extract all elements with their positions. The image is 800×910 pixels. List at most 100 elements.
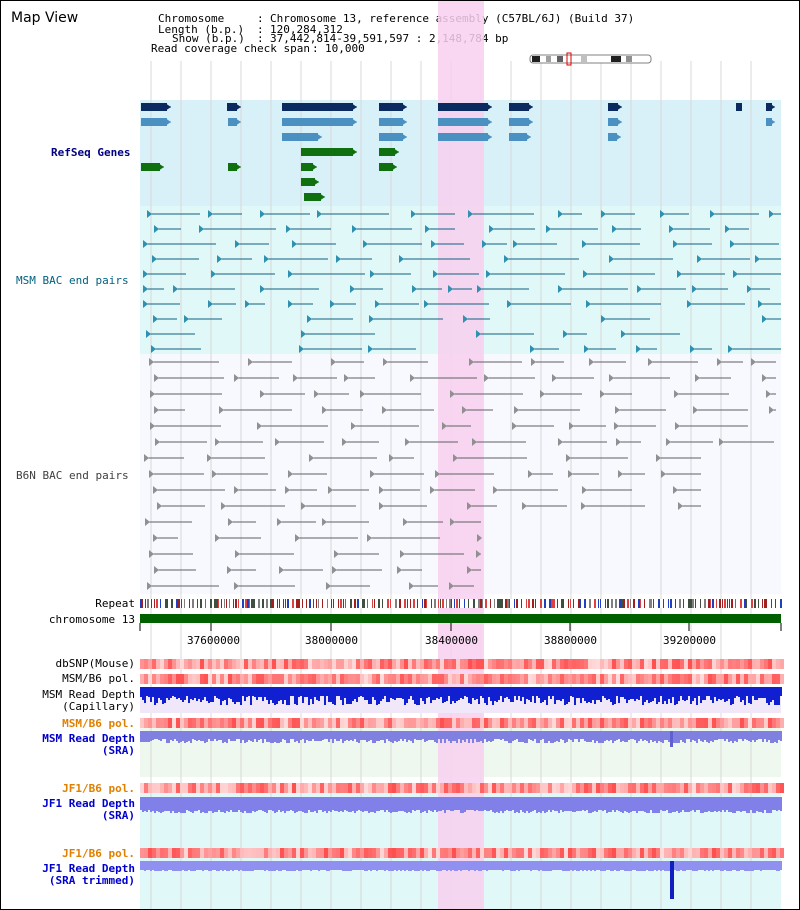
jf1-trim-depth-bar: [494, 861, 496, 870]
jf1-b6-pol2-strip: [336, 848, 340, 858]
repeat-element: [242, 599, 244, 608]
jf1-b6-pol-strip: [652, 783, 656, 793]
repeat-element: [322, 599, 323, 608]
msm-b6-pol-strip: [516, 674, 520, 684]
msm-b6-pol-strip: [564, 674, 568, 684]
jf1-b6-pol2-strip: [400, 848, 404, 858]
jf1-sra-depth-bar: [390, 797, 392, 813]
jf1-sra-depth-bar: [776, 797, 778, 811]
jf1-sra-depth-bar: [624, 797, 626, 811]
msm-b6-pol2-strip: [272, 718, 276, 728]
msm-cap-depth-bar: [444, 687, 446, 702]
track-label-msm-depth-cap[interactable]: MSM Read Depth: [42, 688, 135, 701]
msm-sra-depth-bar: [568, 731, 570, 739]
jf1-sra-depth-bar: [758, 797, 760, 812]
msm-cap-depth-bar: [450, 687, 452, 704]
track-label-refseq[interactable]: RefSeq Genes: [51, 146, 131, 159]
jf1-trim-depth-bar: [272, 861, 274, 871]
repeat-element: [197, 599, 198, 608]
dbsnp-strip: [436, 659, 440, 669]
msm-cap-depth-bar: [234, 687, 236, 704]
msm-cap-depth-bar: [446, 687, 448, 701]
track-label-jf1-depth-trim[interactable]: JF1 Read Depth: [42, 862, 135, 875]
dbsnp-strip: [688, 659, 692, 669]
jf1-sra-depth-bar: [484, 797, 486, 810]
msm-sra-depth-bar: [232, 731, 234, 741]
msm-b6-pol-strip: [760, 674, 764, 684]
jf1-b6-pol2-strip: [240, 848, 244, 858]
jf1-b6-pol-strip: [424, 783, 428, 793]
msm-bac-end: [424, 300, 429, 308]
msm-sra-depth-bar: [350, 731, 352, 740]
b6n-bac-end: [382, 406, 387, 414]
msm-b6-pol2-strip: [276, 718, 280, 728]
msm-b6-pol-strip: [240, 674, 244, 684]
msm-bac-end: [433, 270, 438, 278]
track-label-b6n-bac[interactable]: B6N BAC end pairs: [16, 469, 129, 482]
dbsnp-strip: [740, 659, 744, 669]
dbsnp-strip: [712, 659, 716, 669]
track-label-repeat[interactable]: Repeat: [95, 597, 135, 610]
b6n-bac-end: [145, 518, 150, 526]
msm-sra-depth-bar: [558, 731, 560, 742]
jf1-b6-pol2-strip: [308, 848, 312, 858]
track-label-jf1-b6-pol-1[interactable]: JF1/B6 pol.: [62, 782, 135, 795]
track-label-dbsnp[interactable]: dbSNP(Mouse): [55, 657, 135, 670]
msm-sra-depth-bar: [492, 731, 494, 741]
jf1-b6-pol-strip: [360, 783, 364, 793]
repeat-element: [270, 599, 272, 608]
msm-b6-pol2-strip: [768, 718, 772, 728]
jf1-sra-depth-bar: [322, 797, 324, 812]
jf1-b6-pol-strip: [748, 783, 752, 793]
jf1-b6-pol2-strip: [780, 848, 784, 858]
dbsnp-strip: [756, 659, 760, 669]
msm-cap-depth-bar: [498, 687, 500, 700]
jf1-b6-pol-strip: [600, 783, 604, 793]
dbsnp-strip: [476, 659, 480, 669]
msm-bac-end: [330, 300, 335, 308]
msm-b6-pol2-strip: [568, 718, 572, 728]
msm-sra-depth-bar: [318, 731, 320, 741]
dbsnp-strip: [652, 659, 656, 669]
jf1-sra-depth-bar: [682, 797, 684, 810]
jf1-trim-depth-bar: [338, 861, 340, 870]
msm-b6-pol-strip: [180, 674, 184, 684]
jf1-sra-depth-bar: [722, 797, 724, 810]
repeat-element: [160, 599, 161, 608]
jf1-b6-pol2-strip: [600, 848, 604, 858]
dbsnp-strip: [444, 659, 448, 669]
jf1-trim-depth-bar: [426, 861, 428, 871]
jf1-trim-depth-bar: [246, 861, 248, 871]
jf1-sra-depth-bar: [644, 797, 646, 812]
track-label-jf1-depth-sra[interactable]: JF1 Read Depth: [42, 797, 135, 810]
jf1-sra-depth-bar: [768, 797, 770, 813]
track-label-jf1-b6-pol-2[interactable]: JF1/B6 pol.: [62, 847, 135, 860]
dbsnp-strip: [724, 659, 728, 669]
jf1-trim-depth-bar: [742, 861, 744, 870]
b6n-bac-end: [531, 358, 536, 366]
msm-cap-depth-bar: [476, 687, 478, 699]
track-label-msm-b6-pol-1[interactable]: MSM/B6 pol.: [62, 672, 135, 685]
msm-cap-depth-bar: [634, 687, 636, 701]
msm-sra-depth-bar: [586, 731, 588, 742]
msm-b6-pol-strip: [280, 674, 284, 684]
jf1-sra-depth-bar: [424, 797, 426, 811]
msm-sra-depth-bar: [424, 731, 426, 742]
msm-b6-pol-strip: [600, 674, 604, 684]
jf1-sra-depth-bar: [606, 797, 608, 813]
msm-bac-end: [468, 210, 473, 218]
jf1-sra-depth-bar: [704, 797, 706, 812]
jf1-trim-depth-bar: [536, 861, 538, 870]
track-label-msm-depth-sra[interactable]: MSM Read Depth: [42, 732, 135, 745]
track-label-msm-b6-pol-2[interactable]: MSM/B6 pol.: [62, 717, 135, 730]
jf1-sra-depth-bar: [406, 797, 408, 813]
track-label-msm-bac[interactable]: MSM BAC end pairs: [16, 274, 129, 287]
jf1-b6-pol-strip: [328, 783, 332, 793]
track-label-chromosome[interactable]: chromosome 13: [48, 613, 135, 626]
repeat-element: [704, 599, 706, 608]
jf1-sra-depth-bar: [182, 797, 184, 813]
msm-sra-depth-bar: [268, 731, 270, 742]
gene-feature: [509, 118, 529, 126]
jf1-trim-depth-bar: [434, 861, 436, 870]
msm-cap-depth-bar: [608, 687, 610, 699]
